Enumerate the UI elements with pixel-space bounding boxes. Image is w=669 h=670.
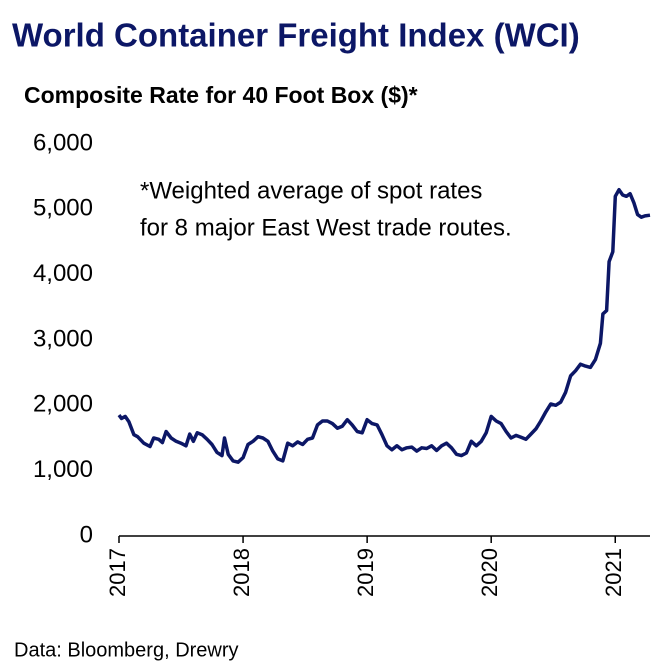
y-tick-label: 6,000 <box>33 129 93 156</box>
annotation: for 8 major East West trade routes. <box>140 214 512 241</box>
x-tick-label: 2021 <box>601 548 626 597</box>
y-tick-label: 4,000 <box>33 260 93 287</box>
x-tick-label: 2019 <box>353 548 378 597</box>
x-tick-label: 2017 <box>105 548 130 597</box>
chart-subtitle: Composite Rate for 40 Foot Box ($)* <box>24 82 418 108</box>
x-tick-label: 2018 <box>229 548 254 597</box>
y-tick-label: 1,000 <box>33 456 93 483</box>
y-tick-label: 0 <box>80 521 93 548</box>
data-line <box>117 187 651 464</box>
source: Data: Bloomberg, Drewry <box>14 639 239 661</box>
x-tick-label: 2020 <box>477 548 502 597</box>
y-tick-label: 5,000 <box>33 195 93 222</box>
y-tick-label: 2,000 <box>33 391 93 418</box>
y-tick-label: 3,000 <box>33 325 93 352</box>
chart-title: World Container Freight Index (WCI) <box>12 17 580 54</box>
annotation: *Weighted average of spot rates <box>140 177 482 204</box>
